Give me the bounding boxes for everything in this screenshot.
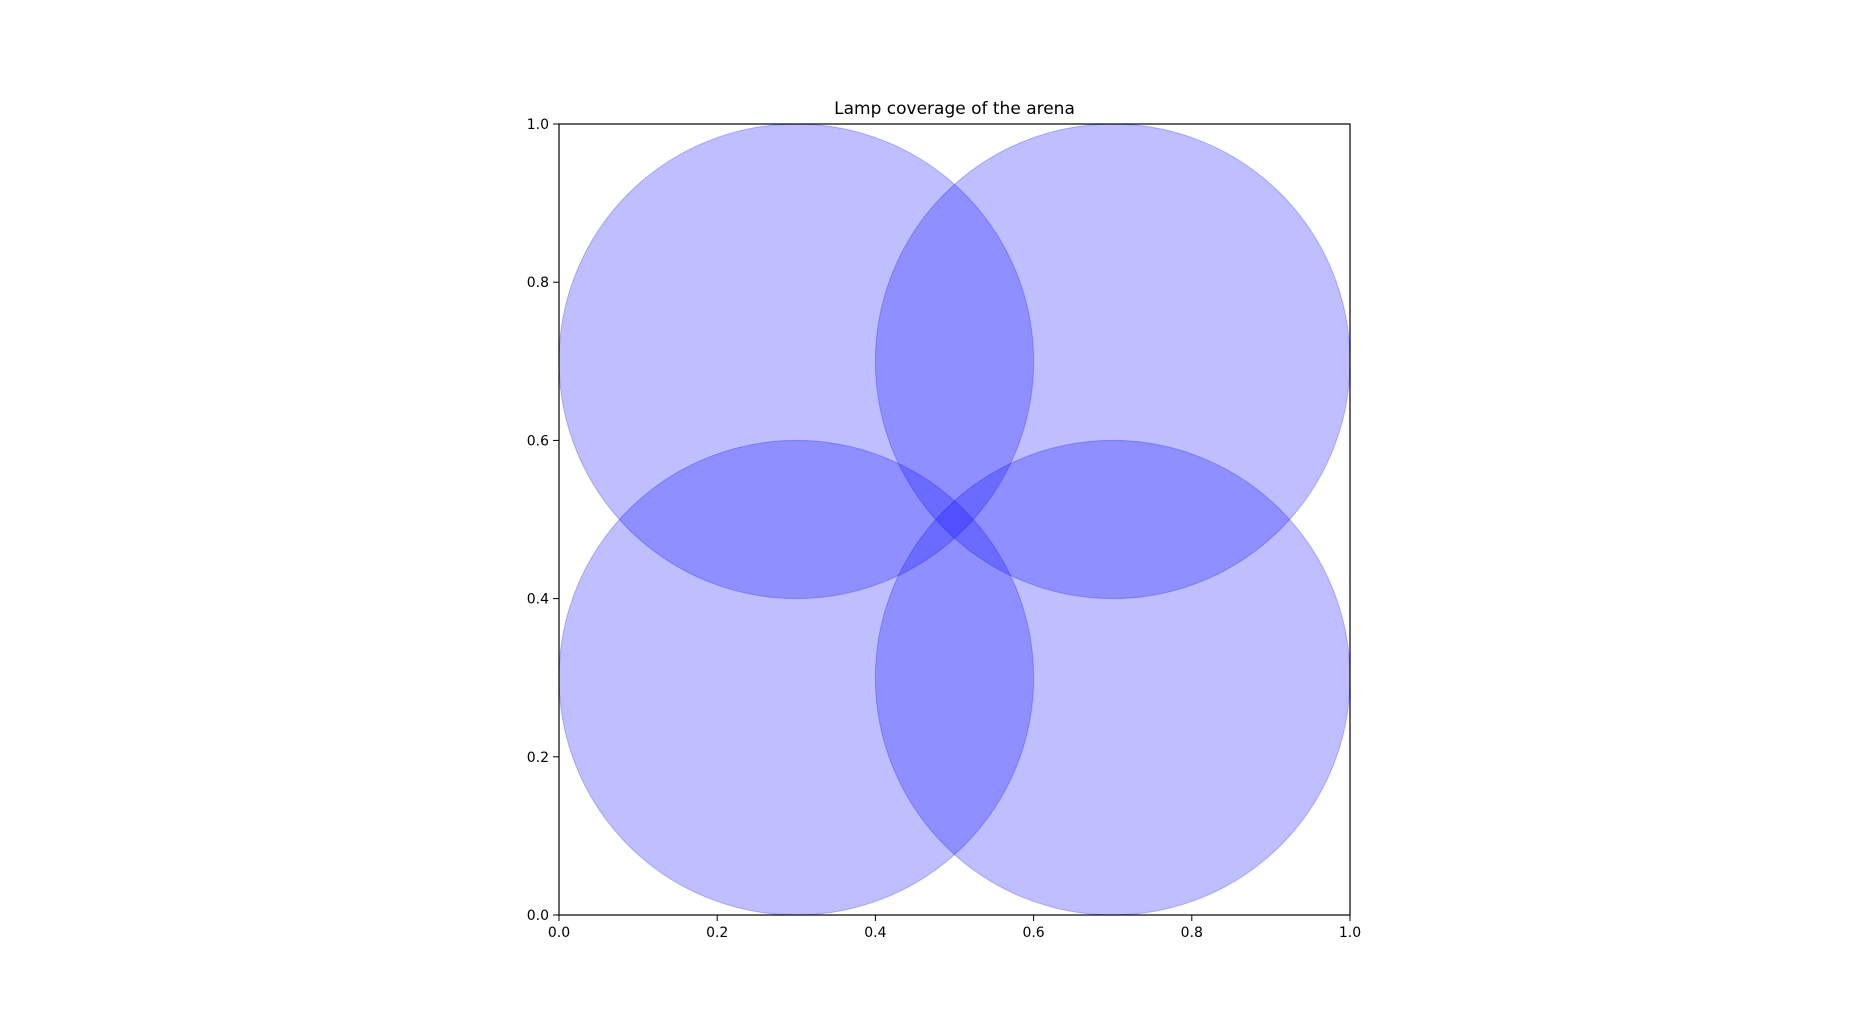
- lamp-coverage-circle-4: [874, 439, 1351, 916]
- circles-layer: [558, 123, 1351, 916]
- y-tick-label: 0.2: [527, 750, 549, 766]
- x-tick-label: 0.0: [548, 925, 570, 941]
- x-tick-label: 1.0: [1339, 925, 1361, 941]
- x-tick-label: 0.8: [1181, 925, 1203, 941]
- y-tick-label: 1.0: [527, 117, 549, 133]
- y-tick-label: 0.4: [527, 592, 549, 608]
- y-tick-label: 0.0: [527, 908, 549, 924]
- x-axis: 0.0 0.2 0.4 0.6 0.8 1.0: [548, 915, 1361, 941]
- y-tick-label: 0.8: [527, 275, 549, 291]
- chart-title: Lamp coverage of the arena: [834, 99, 1075, 119]
- x-tick-label: 0.2: [706, 925, 728, 941]
- y-axis: 0.0 0.2 0.4 0.6 0.8 1.0: [527, 117, 559, 924]
- x-tick-label: 0.6: [1022, 925, 1044, 941]
- y-tick-label: 0.6: [527, 433, 549, 449]
- x-tick-label: 0.4: [864, 925, 886, 941]
- axes-frame: [558, 123, 1351, 916]
